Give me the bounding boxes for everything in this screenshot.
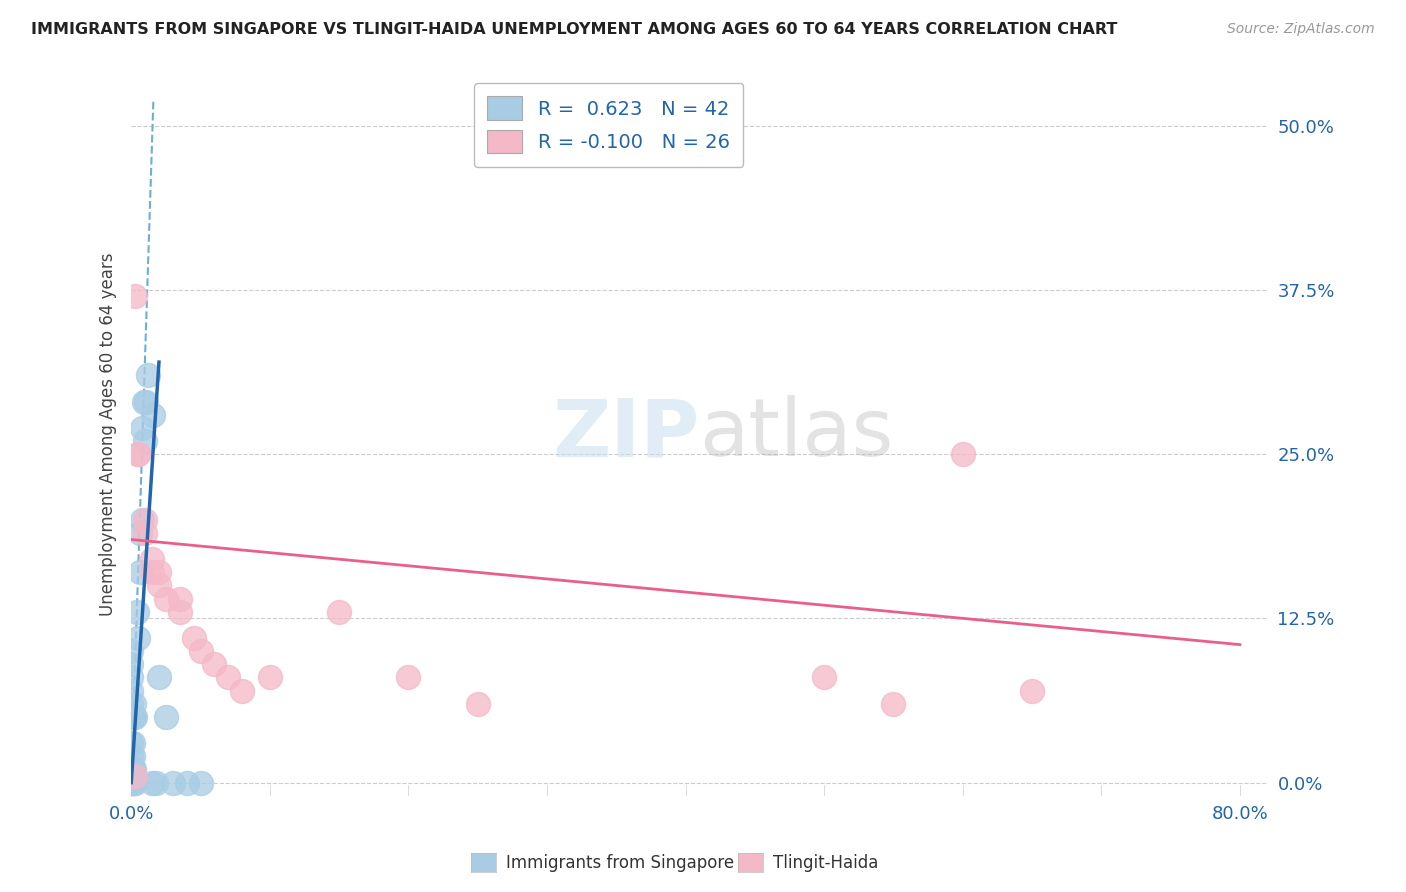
Point (190, 775, 212, 789)
Point (155, 591, 177, 606)
Point (120, 683, 142, 698)
Point (141, 566, 163, 580)
Point (122, 775, 145, 789)
Point (148, 671, 170, 685)
Point (120, 775, 142, 789)
Point (125, 605, 148, 619)
Point (136, 368, 159, 383)
Point (124, 769, 146, 783)
Point (134, 513, 156, 527)
Point (396, 671, 419, 685)
Point (120, 749, 142, 764)
Point (120, 775, 142, 789)
Point (148, 566, 170, 580)
Point (135, 394, 157, 409)
Point (813, 671, 835, 685)
Text: IMMIGRANTS FROM SINGAPORE VS TLINGIT-HAIDA UNEMPLOYMENT AMONG AGES 60 TO 64 YEAR: IMMIGRANTS FROM SINGAPORE VS TLINGIT-HAI… (31, 22, 1118, 37)
Point (169, 605, 191, 619)
Point (120, 657, 142, 672)
Point (128, 566, 150, 580)
Point (145, 775, 167, 789)
Point (141, 552, 163, 566)
Point (122, 710, 145, 724)
Point (121, 710, 143, 724)
Point (134, 525, 156, 540)
Point (231, 683, 253, 698)
Point (120, 763, 142, 777)
Point (142, 408, 165, 422)
Point (134, 434, 156, 448)
Point (132, 394, 155, 409)
Point (952, 447, 974, 461)
Point (121, 775, 143, 789)
Point (128, 525, 150, 540)
Point (162, 775, 184, 789)
Text: ZIP: ZIP (553, 395, 699, 474)
Point (183, 631, 205, 645)
Point (328, 605, 350, 619)
Point (1021, 683, 1043, 698)
Point (120, 710, 142, 724)
Point (124, 289, 146, 303)
Point (217, 671, 239, 685)
Point (131, 421, 153, 435)
Point (127, 631, 149, 645)
Point (124, 775, 146, 789)
Text: Immigrants from Singapore: Immigrants from Singapore (506, 854, 734, 871)
Point (124, 710, 146, 724)
Point (141, 775, 163, 789)
Point (121, 736, 143, 750)
Y-axis label: Unemployment Among Ages 60 to 64 years: Unemployment Among Ages 60 to 64 years (100, 252, 117, 616)
Text: Source: ZipAtlas.com: Source: ZipAtlas.com (1227, 22, 1375, 37)
Point (148, 578, 170, 592)
Point (467, 697, 489, 711)
Point (120, 775, 142, 789)
Point (155, 710, 177, 724)
Point (120, 671, 142, 685)
Point (259, 671, 281, 685)
Legend: R =  0.623   N = 42, R = -0.100   N = 26: R = 0.623 N = 42, R = -0.100 N = 26 (474, 83, 744, 167)
Text: atlas: atlas (699, 395, 894, 474)
Point (120, 697, 142, 711)
Point (176, 775, 198, 789)
Point (127, 447, 149, 461)
Point (120, 736, 142, 750)
Point (169, 591, 191, 606)
Point (202, 657, 225, 672)
Text: Tlingit-Haida: Tlingit-Haida (773, 854, 879, 871)
Point (127, 447, 149, 461)
Point (882, 697, 904, 711)
Point (120, 775, 142, 789)
Point (121, 749, 143, 764)
Point (121, 763, 143, 777)
Point (131, 513, 153, 527)
Point (122, 763, 145, 777)
Point (120, 644, 142, 658)
Point (122, 697, 145, 711)
Point (190, 644, 212, 658)
